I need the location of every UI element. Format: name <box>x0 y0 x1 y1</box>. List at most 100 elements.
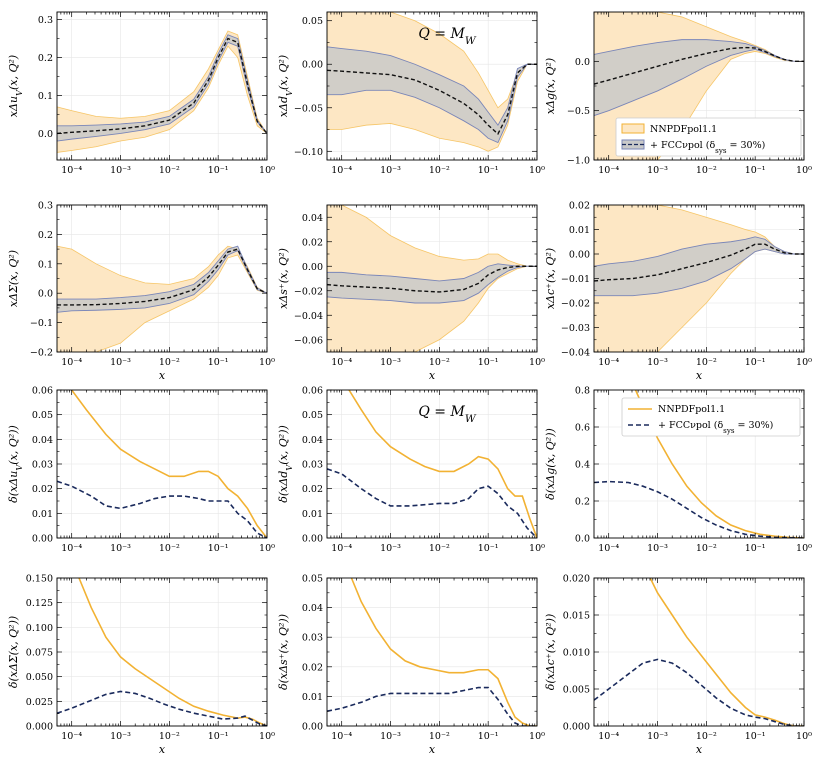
y-tick-label: 0.04 <box>302 603 323 614</box>
x-tick-label: 10⁻⁴ <box>598 165 619 176</box>
central-value-line <box>57 37 267 135</box>
x-tick-label: 10⁰ <box>529 543 545 554</box>
x-tick-label: 10⁻⁴ <box>61 731 82 742</box>
y-tick-label: −0.1 <box>30 318 53 329</box>
legend-label-nnpdf: NNPDFpol1.1 <box>650 124 717 135</box>
x-tick-label: 10⁻⁴ <box>598 543 619 554</box>
plot-area <box>57 390 267 538</box>
y-tick-label: −1.0 <box>567 156 590 167</box>
y-ticks <box>594 204 804 353</box>
panel-p6: 10⁻⁴ 10⁻³ 10⁻² 10⁻¹ 10⁰ −0.04 −0.03 −0.02 −0.01 0… <box>544 201 812 383</box>
nnpdf-uncertainty-line <box>348 390 537 538</box>
x-tick-label: 10⁻³ <box>380 357 401 368</box>
x-tick-label: 10⁻³ <box>380 543 401 554</box>
y-tick-label: 0.05 <box>302 574 323 585</box>
x-tick-label: 10⁰ <box>529 357 545 368</box>
x-tick-label: 10⁻¹ <box>478 731 499 742</box>
plot-area <box>57 30 267 153</box>
fcc-uncertainty-line <box>57 480 267 538</box>
y-axis-label: δ(xΔs⁺(x, Q²)) <box>277 614 290 690</box>
y-tick-label: 0.02 <box>569 201 590 212</box>
y-tick-label: 0.0 <box>38 289 53 300</box>
y-tick-label: 0.005 <box>563 685 590 696</box>
x-tick-label: 10⁻² <box>159 543 180 554</box>
plot-area <box>57 578 267 726</box>
y-tick-label: 0.01 <box>302 692 323 703</box>
x-ticks <box>56 12 268 160</box>
x-tick-label: 10⁻³ <box>110 731 131 742</box>
x-tick-label: 10⁻² <box>429 357 450 368</box>
y-tick-label: 0.00 <box>302 262 323 273</box>
y-tick-label: 0.05 <box>302 16 323 27</box>
fcc-uncertainty-line <box>594 480 804 538</box>
central-value-line <box>327 265 537 293</box>
panel-p8: 10⁻⁴ 10⁻³ 10⁻² 10⁻¹ 10⁰ 0.00 0.01 0.02 0.03 0.04 0… <box>277 386 545 555</box>
y-tick-label: 0.02 <box>302 662 323 673</box>
x-tick-label: 10⁻³ <box>110 357 131 368</box>
y-tick-label: 0.3 <box>38 15 53 26</box>
panel-p3: 10⁻⁴ 10⁻³ 10⁻² 10⁻¹ 10⁰ −1.0 −0.5 0.0 xΔg(x, Q²)… <box>544 11 812 176</box>
fcc-uncertainty-line <box>57 690 267 726</box>
y-tick-label: 0.2 <box>575 497 590 508</box>
y-tick-label: 0.6 <box>575 423 590 434</box>
x-tick-label: 10⁰ <box>796 543 812 554</box>
y-tick-label: 0.04 <box>32 435 53 446</box>
y-ticks <box>594 389 804 539</box>
central-value-line <box>327 63 537 136</box>
panel-p9: 10⁻⁴ 10⁻³ 10⁻² 10⁻¹ 10⁰ 0.0 0.2 0.4 0.6 0.8 δ(xΔg(… <box>544 386 812 555</box>
x-tick-label: 10⁻¹ <box>745 731 766 742</box>
x-tick-label: 10⁻¹ <box>208 165 229 176</box>
y-axis-label: δ(xΔg(x, Q²)) <box>544 428 557 500</box>
y-axis-label: δ(xΔΣ(x, Q²)) <box>7 616 20 688</box>
y-tick-label: 0.06 <box>302 386 323 397</box>
x-tick-label: 10⁻² <box>696 165 717 176</box>
y-ticks <box>57 19 267 134</box>
x-tick-label: 10⁰ <box>259 357 275 368</box>
x-tick-label: 10⁻² <box>696 731 717 742</box>
fcc-uncertainty-line <box>327 468 537 538</box>
y-axis-label: δ(xΔuV(x, Q²)) <box>7 425 24 503</box>
x-ticks <box>593 578 805 726</box>
x-ticks <box>593 205 805 352</box>
y-tick-label: 0.010 <box>563 648 590 659</box>
legend: NNPDFpol1.1 + FCCνpol (δsys = 30%) <box>615 117 802 157</box>
y-axis-label: xΔs⁺(x, Q²) <box>277 248 290 309</box>
y-tick-label: 0.125 <box>26 598 53 609</box>
x-tick-label: 10⁻² <box>429 543 450 554</box>
x-tick-label: 10⁻⁴ <box>331 165 352 176</box>
y-tick-label: 0.00 <box>302 534 323 545</box>
x-tick-label: 10⁻¹ <box>745 357 766 368</box>
x-tick-label: 10⁻² <box>159 357 180 368</box>
y-tick-label: 0.03 <box>302 633 323 644</box>
x-tick-label: 10⁰ <box>796 731 812 742</box>
y-tick-label: 0.04 <box>302 213 323 224</box>
y-tick-label: −0.02 <box>561 299 590 310</box>
x-tick-label: 10⁻⁴ <box>598 357 619 368</box>
y-axis-label: xΔΣ(x, Q²) <box>7 250 20 307</box>
legend-label-fcc: + FCCνpol (δsys = 30%) <box>650 140 765 155</box>
nnpdf-uncertainty-line <box>350 578 537 726</box>
legend-label-nnpdf: NNPDFpol1.1 <box>658 404 725 415</box>
y-tick-label: 0.1 <box>38 259 53 270</box>
x-axis-label: x <box>429 369 436 382</box>
y-tick-label: 0.8 <box>575 386 590 397</box>
y-tick-label: 0.3 <box>38 201 53 212</box>
x-tick-label: 10⁻³ <box>110 543 131 554</box>
fcc-band <box>57 34 267 142</box>
x-tick-label: 10⁻² <box>429 165 450 176</box>
legend: NNPDFpol1.1 + FCCνpol (δsys = 30%) <box>621 397 801 437</box>
y-tick-label: 0.020 <box>563 574 590 585</box>
panel-p12: 10⁻⁴ 10⁻³ 10⁻² 10⁻¹ 10⁰ 0.000 0.005 0.010 0.015 0… <box>544 574 812 757</box>
x-ticks <box>326 390 538 538</box>
x-tick-label: 10⁻³ <box>380 165 401 176</box>
y-axis-label: δ(xΔc⁺(x, Q²)) <box>544 614 557 691</box>
y-tick-label: 0.0 <box>575 57 590 68</box>
legend-swatch-nnpdf <box>621 123 645 134</box>
y-ticks <box>327 577 537 727</box>
x-tick-label: 10⁻³ <box>647 165 668 176</box>
x-ticks <box>56 205 268 352</box>
y-tick-label: 0.02 <box>32 484 53 495</box>
y-axis-label: δ(xΔdV(x, Q²)) <box>277 425 294 503</box>
x-axis-label: x <box>429 743 436 756</box>
